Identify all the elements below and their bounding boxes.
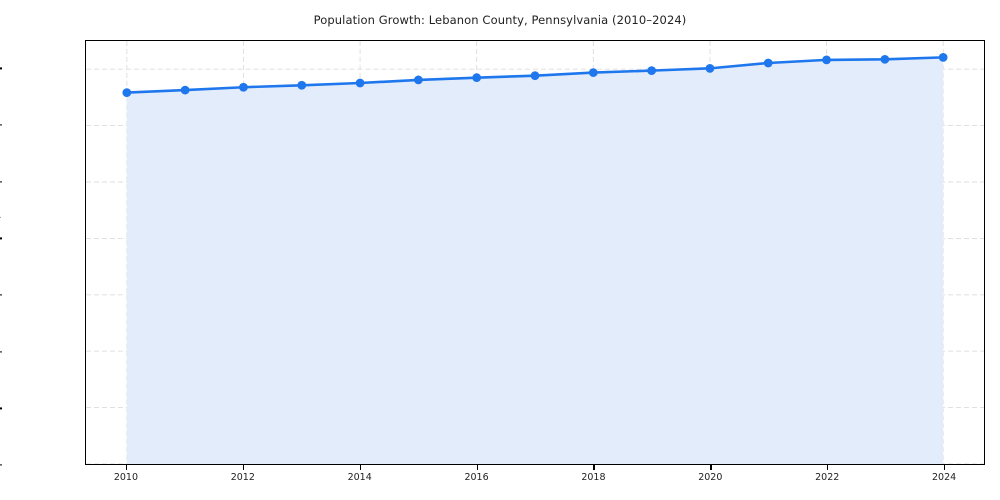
- x-tick-mark: [242, 465, 244, 470]
- data-point-marker[interactable]: 2011: 132,600: [180, 85, 190, 95]
- y-tick-mark: [0, 464, 2, 466]
- x-tick-label: 2022: [815, 472, 840, 483]
- x-tick-label: 2016: [464, 472, 489, 483]
- x-tick-mark: [710, 465, 712, 470]
- y-tick-mark: [0, 124, 2, 126]
- data-point-marker[interactable]: 2024: 144,200: [938, 52, 948, 62]
- x-tick-mark: [593, 465, 595, 470]
- y-tick-mark: [0, 294, 2, 296]
- data-point-marker[interactable]: 2013: 134,300: [297, 80, 307, 90]
- x-tick-label: 2014: [347, 472, 372, 483]
- y-tick-mark: [0, 181, 2, 183]
- y-tick-mark: [0, 407, 2, 409]
- plot-area: 2010: 131,700 2011: 132,600 2012: 133,600 2…: [85, 40, 985, 465]
- x-tick-mark: [359, 465, 361, 470]
- data-point-marker[interactable]: 2012: 133,600: [239, 82, 248, 92]
- x-tick-mark: [125, 465, 128, 470]
- data-point-marker[interactable]: 2023: 143,500: [880, 54, 890, 64]
- data-point-marker[interactable]: 2016: 137,000: [472, 73, 482, 83]
- data-point-marker[interactable]: 2019: 139,500: [647, 66, 657, 75]
- x-tick-label: 2024: [931, 472, 957, 483]
- y-axis-label: Total Population: [0, 48, 2, 388]
- data-point-marker[interactable]: 2017: 137,700: [530, 71, 540, 81]
- data-point-marker[interactable]: 2010: 131,700: [122, 88, 132, 97]
- y-tick-mark: [0, 237, 2, 239]
- x-tick-mark: [944, 465, 946, 470]
- data-point-marker[interactable]: 2021: 142,200: [763, 58, 773, 68]
- chart-title: Population Growth: Lebanon County, Penns…: [313, 13, 687, 27]
- population-line-series: 2010: 131,700 2011: 132,600 2012: 133,600 2…: [122, 52, 948, 464]
- x-tick-mark: [476, 465, 478, 470]
- data-point-marker[interactable]: 2018: 138,800: [588, 68, 598, 77]
- x-tick-label: 2010: [113, 472, 138, 483]
- x-tick-label: 2012: [230, 472, 255, 483]
- y-tick-mark: [0, 351, 2, 353]
- area-fill: [126, 57, 944, 464]
- x-tick-mark: [827, 465, 829, 470]
- x-tick-label: 2018: [581, 472, 606, 483]
- data-point-marker[interactable]: 2014: 135,100: [355, 78, 365, 88]
- data-point-marker[interactable]: 2022: 143,300: [822, 55, 831, 65]
- x-tick-label: 2020: [698, 472, 723, 483]
- data-point-marker[interactable]: 2015: 136,200: [413, 75, 423, 85]
- y-tick-mark: [0, 67, 2, 69]
- data-point-marker[interactable]: 2020: 140,300: [705, 63, 715, 73]
